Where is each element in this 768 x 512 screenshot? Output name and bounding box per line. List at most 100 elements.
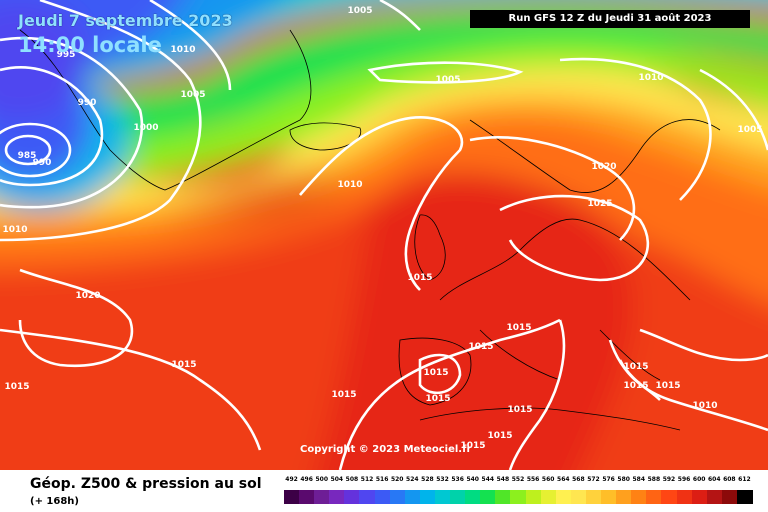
- legend-level: 544: [481, 476, 495, 483]
- legend-level: 604: [707, 476, 721, 483]
- legend-level: 596: [677, 476, 691, 483]
- isobar-label: 1020: [591, 162, 617, 172]
- coastlines: [19, 29, 721, 431]
- isobar-lines: [0, 0, 768, 470]
- legend-swatch: [616, 490, 633, 504]
- isobar-label: 1005: [435, 75, 461, 85]
- legend-swatch: [495, 490, 512, 504]
- isobar-label: 1015: [407, 273, 433, 283]
- isobar-label: 990: [32, 158, 52, 168]
- legend-swatch: [434, 490, 451, 504]
- legend-level: 500: [315, 476, 328, 483]
- legend-level: 528: [421, 476, 434, 483]
- footer: Géop. Z500 & pression au sol (+ 168h) 49…: [0, 470, 768, 512]
- legend-level: 600: [692, 476, 706, 483]
- legend-level: 516: [375, 476, 389, 483]
- legend-level: 564: [557, 476, 570, 483]
- geopotential-field: [0, 0, 768, 470]
- color-field: [0, 0, 768, 470]
- run-info: Run GFS 12 Z du Jeudi 31 août 2023: [470, 10, 750, 28]
- isobar-label: 1015: [4, 382, 30, 392]
- isobar-label: 1020: [75, 291, 101, 301]
- legend-swatch: [299, 490, 316, 504]
- legend-swatch: [540, 490, 557, 504]
- isobar-label: 1015: [655, 381, 681, 391]
- legend-swatch: [601, 490, 618, 504]
- isobar-label: 1015: [487, 431, 513, 441]
- legend-swatch: [389, 490, 406, 504]
- legend-level: 588: [647, 476, 661, 483]
- legend-swatch: [736, 490, 753, 504]
- legend-swatch: [631, 490, 648, 504]
- legend-swatch: [721, 490, 738, 504]
- isobar-label: 1005: [737, 125, 763, 135]
- legend-swatch: [661, 490, 678, 504]
- legend-swatch: [359, 490, 376, 504]
- legend-swatch: [404, 490, 421, 504]
- legend-level: 552: [511, 476, 525, 483]
- legend-swatch: [646, 490, 663, 504]
- isobar-label: 1005: [180, 90, 206, 100]
- legend-swatch: [329, 490, 346, 504]
- legend-level: 548: [496, 476, 510, 483]
- map-subtitle: (+ 168h): [30, 496, 79, 507]
- legend-swatch: [525, 490, 542, 504]
- isobar-label: 1015: [423, 368, 449, 378]
- legend-level: 608: [723, 476, 736, 483]
- legend-swatch: [570, 490, 587, 504]
- forecast-time: 14:00 locale: [18, 33, 162, 57]
- isobar-label: 1015: [460, 441, 486, 451]
- isobar-label: 1000: [133, 123, 159, 133]
- isobar-label: 1005: [347, 6, 373, 16]
- legend-level: 508: [345, 476, 359, 483]
- forecast-date: Jeudi 7 septembre 2023: [18, 11, 233, 30]
- legend-level: 592: [662, 476, 676, 483]
- isobar-label: 1010: [692, 401, 718, 411]
- isobar-label: 1015: [623, 381, 649, 391]
- legend-level: 524: [406, 476, 419, 483]
- legend-swatch: [450, 490, 467, 504]
- legend-level: 532: [436, 476, 449, 483]
- legend-swatch: [419, 490, 436, 504]
- isobar-label: 1015: [506, 323, 532, 333]
- legend-swatch: [374, 490, 391, 504]
- isobar-label: 1015: [425, 394, 451, 404]
- legend-level: 580: [617, 476, 630, 483]
- legend-level: 568: [572, 476, 585, 483]
- isobar-label: 1010: [337, 180, 363, 190]
- legend-level: 504: [330, 476, 344, 483]
- legend-level: 496: [300, 476, 313, 483]
- legend-swatch: [344, 490, 361, 504]
- isobar-label: 1010: [2, 225, 28, 235]
- isobar-label: 1015: [331, 390, 357, 400]
- legend-level: 560: [541, 476, 555, 483]
- legend-level: 584: [632, 476, 646, 483]
- isobar-label: 985: [17, 151, 37, 161]
- legend-swatch: [706, 490, 723, 504]
- legend-swatch: [585, 490, 602, 504]
- legend-level: 492: [285, 476, 298, 483]
- legend-swatch: [480, 490, 497, 504]
- legend-swatch: [510, 490, 527, 504]
- legend-swatch: [691, 490, 708, 504]
- color-legend: 492 496 500 504 508 512 516 520 524 528 532 536 540 5…: [284, 476, 753, 508]
- isobar-label: 1025: [587, 199, 613, 209]
- isobar-label: 1015: [171, 360, 197, 370]
- isobar-label: 1015: [468, 342, 494, 352]
- isobar-label: 1015: [507, 405, 533, 415]
- legend-swatch: [465, 490, 482, 504]
- weather-map: 1005 1010 995 1005 990 1000 985 990 1005 1010 1005…: [0, 0, 768, 470]
- isobar-label: 1010: [170, 45, 196, 55]
- legend-level: 612: [738, 476, 751, 483]
- legend-level: 536: [451, 476, 464, 483]
- legend-swatch: [284, 490, 300, 504]
- isobar-label: 1015: [623, 362, 649, 372]
- legend-level: 576: [602, 476, 615, 483]
- isobar-label: 1010: [638, 73, 664, 83]
- legend-level: 512: [360, 476, 374, 483]
- legend-level: 520: [390, 476, 404, 483]
- legend-level: 556: [526, 476, 540, 483]
- legend-swatch: [314, 490, 331, 504]
- legend-swatch: [555, 490, 572, 504]
- legend-swatch: [676, 490, 693, 504]
